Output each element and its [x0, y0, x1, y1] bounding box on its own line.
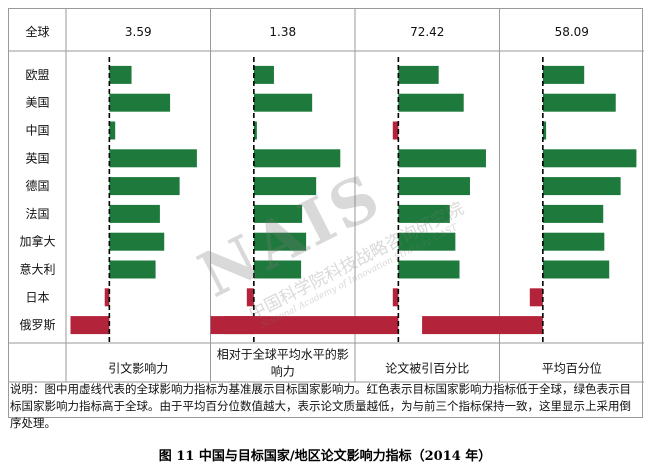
- bar-panel-2-5: [253, 177, 317, 196]
- bar-panel-4-10: [422, 316, 543, 335]
- bar-panel-1-1: [109, 65, 132, 84]
- bar-panel-1-5: [109, 177, 180, 196]
- bar-panel-4-6: [542, 204, 604, 223]
- bar-panel-1-3: [109, 121, 116, 140]
- panel-label-4: 平均百分位: [542, 361, 602, 376]
- category-label-2: 美国: [25, 96, 49, 110]
- bar-panel-1-4: [109, 149, 197, 168]
- bar-panel-1-10: [70, 316, 110, 335]
- panel-label-1: 引文影响力: [108, 361, 168, 376]
- panel-label-3: 论文被引百分比: [385, 361, 469, 376]
- category-label-6: 法国: [25, 207, 49, 221]
- bar-panel-3-10: [224, 316, 399, 335]
- bar-panel-3-4: [398, 149, 486, 168]
- bar-panel-4-5: [542, 177, 621, 196]
- category-label-3: 中国: [25, 123, 49, 138]
- bar-panel-2-9: [246, 288, 254, 307]
- bar-panel-1-8: [109, 260, 156, 279]
- bar-panel-1-2: [109, 93, 171, 112]
- chart-frame: 全球欧盟美国中国英国德国法国加拿大意大利日本俄罗斯 3.59 引文影响力 1.38 相对…: [8, 8, 644, 418]
- bar-panel-2-4: [253, 149, 341, 168]
- bar-panel-4-3: [542, 121, 547, 140]
- global-value-panel-1: 3.59: [125, 25, 152, 39]
- header-label-global: 全球: [25, 24, 49, 39]
- bar-panel-2-6: [253, 204, 303, 223]
- bar-panel-4-2: [542, 93, 616, 112]
- global-value-panel-4: 58.09: [555, 25, 589, 39]
- panel-label-2-line2: 响力: [271, 364, 295, 379]
- bar-panel-3-2: [398, 93, 464, 112]
- bar-panel-4-7: [542, 232, 605, 251]
- bar-panel-2-7: [253, 232, 307, 251]
- bar-panel-3-8: [398, 260, 460, 279]
- bar-panel-2-2: [253, 93, 313, 112]
- bar-panel-3-7: [398, 232, 456, 251]
- figure-title: 图 11 中国与目标国家/地区论文影响力指标（2014 年）: [158, 449, 492, 464]
- bar-panel-2-8: [253, 260, 302, 279]
- bar-panel-3-5: [398, 177, 470, 196]
- bar-panel-4-9: [529, 288, 543, 307]
- figure-note: 说明：图中用虚线代表的全球影响力指标为基准展示目标国家影响力。红色表示目标国家影…: [10, 382, 631, 430]
- category-label-8: 意大利: [19, 262, 55, 277]
- bar-panel-4-8: [542, 260, 610, 279]
- bar-panel-1-7: [109, 232, 165, 251]
- category-label-5: 德国: [25, 178, 49, 193]
- bar-panel-3-9: [392, 288, 399, 307]
- bar-panel-3-6: [398, 204, 450, 223]
- global-value-panel-3: 72.42: [410, 25, 444, 39]
- bar-panel-3-3: [392, 121, 399, 140]
- panel-label-2-line1: 相对于全球平均水平的影: [217, 347, 349, 362]
- bar-panel-3-1: [398, 65, 439, 84]
- bar-panel-2-1: [253, 65, 274, 84]
- bar-panel-4-1: [542, 65, 585, 84]
- category-label-1: 欧盟: [25, 68, 49, 82]
- bar-panel-4-4: [542, 149, 637, 168]
- category-label-9: 日本: [25, 290, 49, 304]
- category-label-4: 英国: [25, 151, 49, 165]
- category-label-10: 俄罗斯: [19, 318, 55, 332]
- bar-panel-2-3: [253, 121, 257, 140]
- global-value-panel-2: 1.38: [269, 25, 296, 39]
- bar-panel-1-9: [104, 288, 110, 307]
- category-label-7: 加拿大: [19, 234, 55, 249]
- bar-panel-1-6: [109, 204, 160, 223]
